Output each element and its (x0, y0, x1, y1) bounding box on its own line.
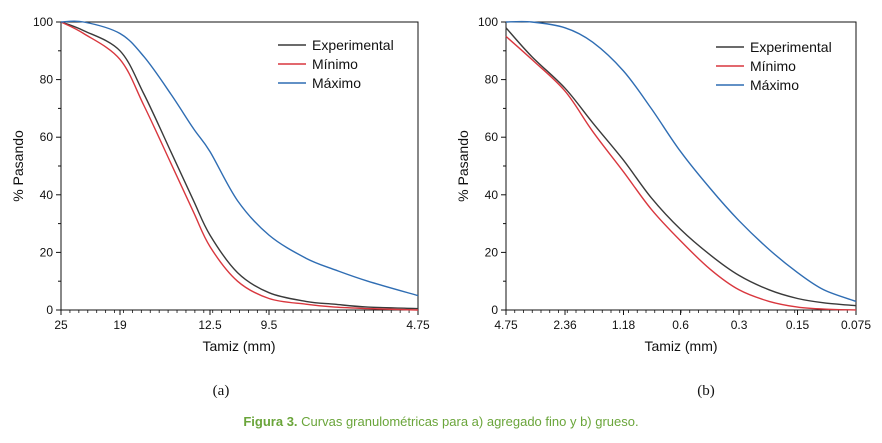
legend-label-minimo: Mínimo (750, 58, 796, 74)
panel-a: 0 20 40 60 80 100 25 19 12.5 9.5 4.75 Tamiz (mm) % P… (10, 15, 430, 399)
legend-label-experimental: Experimental (312, 37, 394, 53)
caption-label: Figura 3. (243, 414, 298, 429)
panel-label: (a) (213, 383, 230, 399)
x-tick-label: 9.5 (261, 318, 278, 332)
panel-b: 0 20 40 60 80 100 4.75 2.36 1.18 0.6 0.3 0.15 0.075 T… (455, 15, 871, 399)
panel-label: (b) (697, 383, 715, 399)
legend-label-minimo: Mínimo (312, 56, 358, 72)
y-tick-label: 80 (485, 73, 499, 87)
y-tick-label: 60 (485, 130, 499, 144)
y-tick-label: 0 (491, 303, 498, 317)
plot-frame (60, 21, 419, 311)
y-tick-label: 20 (485, 245, 499, 259)
legend-label-experimental: Experimental (750, 39, 832, 55)
x-tick-label: 19 (113, 318, 127, 332)
x-tick-label: 0.3 (731, 318, 748, 332)
y-tick-label: 100 (33, 15, 53, 29)
x-tick-label: 12.5 (198, 318, 222, 332)
y-tick-label: 60 (40, 130, 54, 144)
x-tick-label: 25 (54, 318, 68, 332)
figure-caption: Figura 3. Curvas granulométricas para a)… (0, 414, 882, 429)
plot-frame (505, 21, 857, 311)
x-tick-label: 2.36 (553, 318, 577, 332)
y-axis-title: % Pasando (10, 130, 26, 202)
series-line-minimo (505, 35, 857, 311)
series-line-minimo (60, 21, 419, 311)
y-tick-label: 40 (485, 188, 499, 202)
y-axis-title: % Pasando (455, 130, 471, 202)
y-tick-label: 100 (478, 15, 498, 29)
series-line-maximo (60, 20, 419, 297)
x-tick-label: 4.75 (406, 318, 430, 332)
y-tick-label: 20 (40, 245, 54, 259)
y-tick-label: 80 (40, 73, 54, 87)
series-line-experimental (60, 21, 419, 310)
y-tick-label: 0 (46, 303, 53, 317)
x-tick-label: 0.15 (786, 318, 810, 332)
series-line-experimental (505, 27, 857, 307)
caption-text: Curvas granulométricas para a) agregado … (297, 414, 639, 429)
x-axis-title: Tamiz (mm) (202, 338, 275, 354)
x-tick-label: 1.18 (612, 318, 636, 332)
x-tick-label: 0.6 (672, 318, 689, 332)
x-tick-label: 4.75 (494, 318, 518, 332)
legend-label-maximo: Máximo (750, 77, 799, 93)
x-axis-title: Tamiz (mm) (644, 338, 717, 354)
y-tick-label: 40 (40, 188, 54, 202)
series-line-maximo (505, 20, 857, 303)
x-tick-label: 0.075 (841, 318, 871, 332)
legend-label-maximo: Máximo (312, 75, 361, 91)
